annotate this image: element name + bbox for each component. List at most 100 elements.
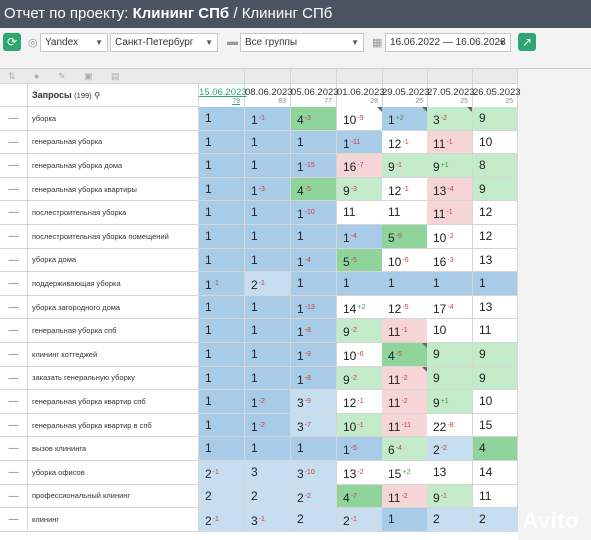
position-cell[interactable]: 5-5	[337, 248, 383, 273]
row-collapse-toggle[interactable]: —	[0, 343, 28, 367]
position-cell[interactable]: 4-5	[291, 177, 337, 202]
position-cell[interactable]: 1	[245, 225, 291, 249]
position-cell[interactable]: 2	[427, 508, 473, 532]
query-text[interactable]: генеральная уборка дома	[28, 154, 199, 178]
search-icon[interactable]: ⚲	[94, 91, 101, 100]
row-collapse-toggle[interactable]: —	[0, 413, 28, 438]
position-cell[interactable]: 13	[473, 295, 518, 320]
position-cell[interactable]: 11-11	[382, 413, 428, 438]
position-cell[interactable]: 9-1	[382, 154, 428, 178]
position-cell[interactable]: 1	[199, 319, 245, 343]
position-cell[interactable]: 1-4	[337, 225, 383, 249]
query-text[interactable]: клининг коттеджей	[28, 343, 199, 367]
position-cell[interactable]: 17-4	[427, 295, 473, 320]
position-cell[interactable]: 13-4	[427, 177, 473, 202]
position-cell[interactable]: 1	[245, 437, 291, 461]
position-cell[interactable]: 3-2	[427, 107, 473, 131]
row-collapse-toggle[interactable]: —	[0, 461, 28, 485]
position-cell[interactable]: 1	[291, 437, 337, 461]
position-cell[interactable]: 11-2	[382, 366, 428, 391]
position-cell[interactable]: 15+2	[382, 461, 428, 485]
position-cell[interactable]: 11	[337, 201, 383, 225]
row-collapse-toggle[interactable]: —	[0, 390, 28, 414]
position-cell[interactable]: 9	[427, 366, 473, 391]
query-text[interactable]: уборка	[28, 107, 199, 131]
position-cell[interactable]: 10	[427, 319, 473, 343]
position-cell[interactable]: 1	[245, 366, 291, 391]
row-collapse-toggle[interactable]: —	[0, 107, 28, 131]
row-collapse-toggle[interactable]: —	[0, 130, 28, 155]
query-text[interactable]: клининг	[28, 508, 199, 532]
position-cell[interactable]: 1	[199, 130, 245, 155]
position-cell[interactable]: 1	[199, 201, 245, 225]
position-cell[interactable]: 10-1	[337, 413, 383, 438]
position-cell[interactable]: 9	[427, 343, 473, 367]
date-column-header[interactable]: 08.06.2023 83	[245, 69, 293, 107]
query-text[interactable]: генеральная уборка квартир в спб	[28, 413, 199, 438]
position-cell[interactable]: 13	[473, 248, 518, 273]
position-cell[interactable]: 1-9	[291, 343, 337, 367]
position-cell[interactable]: 10	[473, 390, 518, 414]
position-cell[interactable]: 1	[245, 319, 291, 343]
position-cell[interactable]: 1	[245, 130, 291, 155]
position-cell[interactable]: 1-15	[291, 154, 337, 178]
position-cell[interactable]: 11-2	[382, 390, 428, 414]
date-column-header[interactable]: 26.05.2023 25	[473, 69, 521, 107]
position-cell[interactable]: 2	[245, 484, 291, 509]
position-cell[interactable]: 1	[427, 272, 473, 296]
position-cell[interactable]: 11-1	[427, 130, 473, 155]
position-cell[interactable]: 9	[473, 343, 518, 367]
position-cell[interactable]: 1-1	[199, 272, 245, 296]
position-cell[interactable]: 9	[473, 177, 518, 202]
position-cell[interactable]: 10-6	[382, 248, 428, 273]
position-cell[interactable]: 1-1	[245, 107, 291, 131]
position-cell[interactable]: 1	[473, 272, 518, 296]
project-name[interactable]: Клининг СПб	[132, 5, 230, 22]
position-cell[interactable]: 10-9	[337, 107, 383, 131]
position-cell[interactable]: 1	[199, 295, 245, 320]
position-cell[interactable]: 1	[199, 366, 245, 391]
row-collapse-toggle[interactable]: —	[0, 366, 28, 391]
position-cell[interactable]: 11-1	[382, 319, 428, 343]
position-cell[interactable]: 1-11	[337, 130, 383, 155]
query-text[interactable]: заказать генеральную уборку	[28, 366, 199, 391]
position-cell[interactable]: 9-2	[337, 319, 383, 343]
position-cell[interactable]: 1	[199, 154, 245, 178]
position-cell[interactable]: 1-2	[245, 390, 291, 414]
position-cell[interactable]: 1	[199, 107, 245, 131]
date-column-header[interactable]: 29.05.2023 25	[382, 69, 430, 107]
position-cell[interactable]: 2-1	[199, 508, 245, 532]
position-cell[interactable]: 2	[199, 484, 245, 509]
region-select[interactable]: Санкт-Петербург ▼	[110, 33, 218, 52]
row-collapse-toggle[interactable]: —	[0, 295, 28, 320]
position-cell[interactable]: 1	[337, 272, 383, 296]
position-cell[interactable]: 1	[199, 248, 245, 273]
position-cell[interactable]: 1-2	[245, 413, 291, 438]
position-cell[interactable]: 14	[473, 461, 518, 485]
position-cell[interactable]: 4-7	[337, 484, 383, 509]
query-text[interactable]: генеральная уборка	[28, 130, 199, 155]
position-cell[interactable]: 12	[473, 225, 518, 249]
date-column-header[interactable]: 01.06.2023 28	[337, 69, 385, 107]
query-text[interactable]: генеральная уборка квартир спб	[28, 390, 199, 414]
position-cell[interactable]: 1-8	[291, 319, 337, 343]
position-cell[interactable]: 1	[245, 343, 291, 367]
position-cell[interactable]: 5-5	[382, 225, 428, 249]
query-text[interactable]: уборка загородного дома	[28, 295, 199, 320]
row-collapse-toggle[interactable]: —	[0, 201, 28, 225]
position-cell[interactable]: 9+1	[427, 154, 473, 178]
position-cell[interactable]: 1-8	[291, 366, 337, 391]
row-collapse-toggle[interactable]: —	[0, 508, 28, 532]
position-cell[interactable]: 16-3	[427, 248, 473, 273]
position-cell[interactable]: 4-5	[382, 343, 428, 367]
position-cell[interactable]: 2-1	[245, 272, 291, 296]
position-cell[interactable]: 4-3	[291, 107, 337, 131]
position-cell[interactable]: 15	[473, 413, 518, 438]
position-cell[interactable]: 13	[427, 461, 473, 485]
refresh-button[interactable]: ⟳	[3, 33, 21, 51]
position-cell[interactable]: 1+2	[382, 107, 428, 131]
row-collapse-toggle[interactable]: —	[0, 272, 28, 296]
position-cell[interactable]: 3-7	[291, 413, 337, 438]
position-cell[interactable]: 9	[473, 107, 518, 131]
position-cell[interactable]: 1	[245, 295, 291, 320]
